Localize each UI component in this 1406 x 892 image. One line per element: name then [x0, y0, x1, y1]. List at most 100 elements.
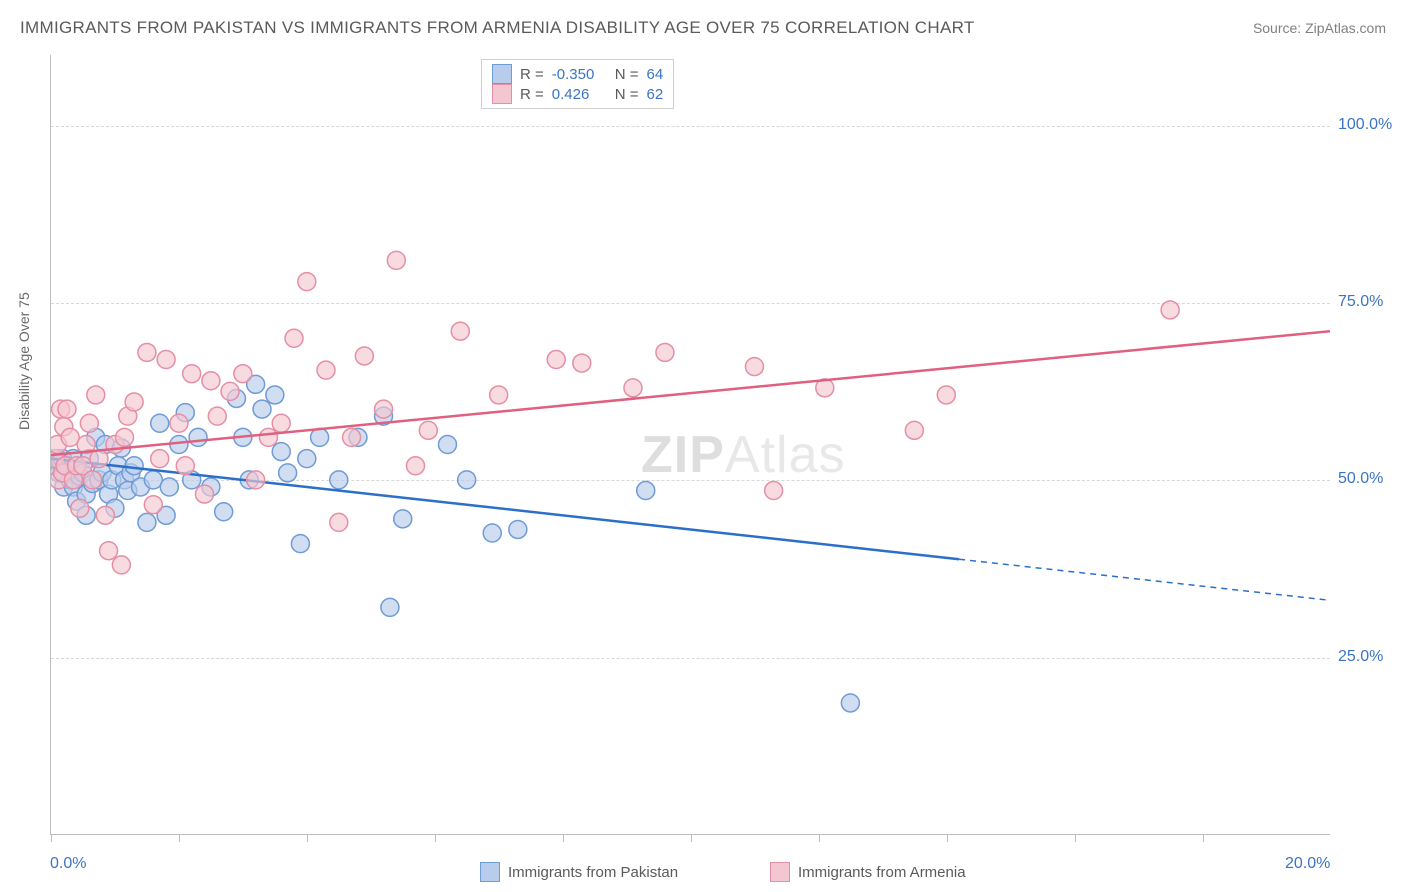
scatter-point-armenia — [355, 347, 373, 365]
scatter-point-armenia — [116, 428, 134, 446]
scatter-point-pakistan — [125, 457, 143, 475]
plot-area: ZIPAtlas R = -0.350 N = 64 R = 0.426 N =… — [50, 55, 1330, 835]
scatter-point-pakistan — [291, 535, 309, 553]
x-tick — [947, 834, 948, 842]
scatter-point-pakistan — [160, 478, 178, 496]
scatter-point-armenia — [100, 542, 118, 560]
scatter-point-armenia — [745, 358, 763, 376]
scatter-point-armenia — [259, 428, 277, 446]
legend-label-pakistan: Immigrants from Pakistan — [508, 864, 678, 881]
scatter-point-armenia — [195, 485, 213, 503]
x-tick-label: 0.0% — [50, 855, 86, 873]
legend-r-value-pakistan: -0.350 — [552, 66, 607, 83]
scatter-point-armenia — [157, 351, 175, 369]
scatter-point-armenia — [407, 457, 425, 475]
scatter-point-armenia — [221, 382, 239, 400]
y-tick-label: 25.0% — [1338, 648, 1383, 666]
scatter-point-armenia — [375, 400, 393, 418]
y-tick-label: 75.0% — [1338, 293, 1383, 311]
scatter-point-armenia — [170, 414, 188, 432]
scatter-point-armenia — [765, 482, 783, 500]
scatter-point-armenia — [905, 421, 923, 439]
scatter-point-armenia — [547, 351, 565, 369]
scatter-point-pakistan — [637, 482, 655, 500]
scatter-point-armenia — [343, 428, 361, 446]
scatter-point-pakistan — [298, 450, 316, 468]
scatter-point-armenia — [234, 365, 252, 383]
x-tick — [51, 834, 52, 842]
x-tick — [307, 834, 308, 842]
scatter-point-pakistan — [215, 503, 233, 521]
scatter-point-armenia — [317, 361, 335, 379]
y-tick-label: 50.0% — [1338, 470, 1383, 488]
scatter-point-armenia — [624, 379, 642, 397]
correlation-legend: R = -0.350 N = 64 R = 0.426 N = 62 — [481, 59, 674, 109]
x-tick — [691, 834, 692, 842]
legend-label-armenia: Immigrants from Armenia — [798, 864, 966, 881]
legend-swatch-armenia — [492, 84, 512, 104]
scatter-point-pakistan — [151, 414, 169, 432]
scatter-point-pakistan — [381, 598, 399, 616]
scatter-point-pakistan — [266, 386, 284, 404]
scatter-point-armenia — [144, 496, 162, 514]
trend-line-dashed-pakistan — [959, 559, 1330, 600]
scatter-point-armenia — [272, 414, 290, 432]
legend-r-value-armenia: 0.426 — [552, 86, 607, 103]
legend-n-label: N = — [615, 86, 639, 103]
scatter-point-armenia — [183, 365, 201, 383]
scatter-point-armenia — [285, 329, 303, 347]
scatter-point-armenia — [138, 343, 156, 361]
y-axis-label: Disability Age Over 75 — [16, 292, 32, 430]
legend-r-label: R = — [520, 86, 544, 103]
scatter-point-armenia — [84, 471, 102, 489]
scatter-point-armenia — [58, 400, 76, 418]
scatter-point-armenia — [247, 471, 265, 489]
scatter-point-pakistan — [138, 513, 156, 531]
y-tick-label: 100.0% — [1338, 116, 1392, 134]
scatter-point-armenia — [387, 251, 405, 269]
chart-svg — [51, 55, 1330, 834]
legend-row-armenia: R = 0.426 N = 62 — [492, 84, 663, 104]
legend-swatch-armenia — [770, 862, 790, 882]
legend-swatch-pakistan — [480, 862, 500, 882]
scatter-point-armenia — [573, 354, 591, 372]
scatter-point-armenia — [937, 386, 955, 404]
scatter-point-pakistan — [253, 400, 271, 418]
legend-row-pakistan: R = -0.350 N = 64 — [492, 64, 663, 84]
scatter-point-pakistan — [189, 428, 207, 446]
scatter-point-pakistan — [279, 464, 297, 482]
scatter-point-armenia — [87, 386, 105, 404]
scatter-point-pakistan — [509, 520, 527, 538]
scatter-point-pakistan — [394, 510, 412, 528]
scatter-point-armenia — [96, 506, 114, 524]
legend-armenia: Immigrants from Armenia — [770, 862, 966, 882]
scatter-point-armenia — [419, 421, 437, 439]
x-tick-label: 20.0% — [1285, 855, 1330, 873]
x-tick — [179, 834, 180, 842]
x-tick — [435, 834, 436, 842]
scatter-point-pakistan — [841, 694, 859, 712]
legend-n-label: N = — [615, 66, 639, 83]
scatter-point-armenia — [151, 450, 169, 468]
scatter-point-armenia — [208, 407, 226, 425]
scatter-point-armenia — [71, 499, 89, 517]
scatter-point-pakistan — [272, 443, 290, 461]
legend-n-value-armenia: 62 — [647, 86, 664, 103]
scatter-point-armenia — [80, 414, 98, 432]
scatter-point-armenia — [656, 343, 674, 361]
scatter-point-pakistan — [330, 471, 348, 489]
scatter-point-armenia — [202, 372, 220, 390]
scatter-point-armenia — [451, 322, 469, 340]
scatter-point-pakistan — [311, 428, 329, 446]
legend-swatch-pakistan — [492, 64, 512, 84]
scatter-point-pakistan — [483, 524, 501, 542]
chart-title: IMMIGRANTS FROM PAKISTAN VS IMMIGRANTS F… — [20, 18, 975, 38]
scatter-point-armenia — [1161, 301, 1179, 319]
scatter-point-pakistan — [438, 436, 456, 454]
x-tick — [1203, 834, 1204, 842]
legend-pakistan: Immigrants from Pakistan — [480, 862, 678, 882]
scatter-point-armenia — [330, 513, 348, 531]
x-tick — [1075, 834, 1076, 842]
scatter-point-armenia — [176, 457, 194, 475]
legend-r-label: R = — [520, 66, 544, 83]
